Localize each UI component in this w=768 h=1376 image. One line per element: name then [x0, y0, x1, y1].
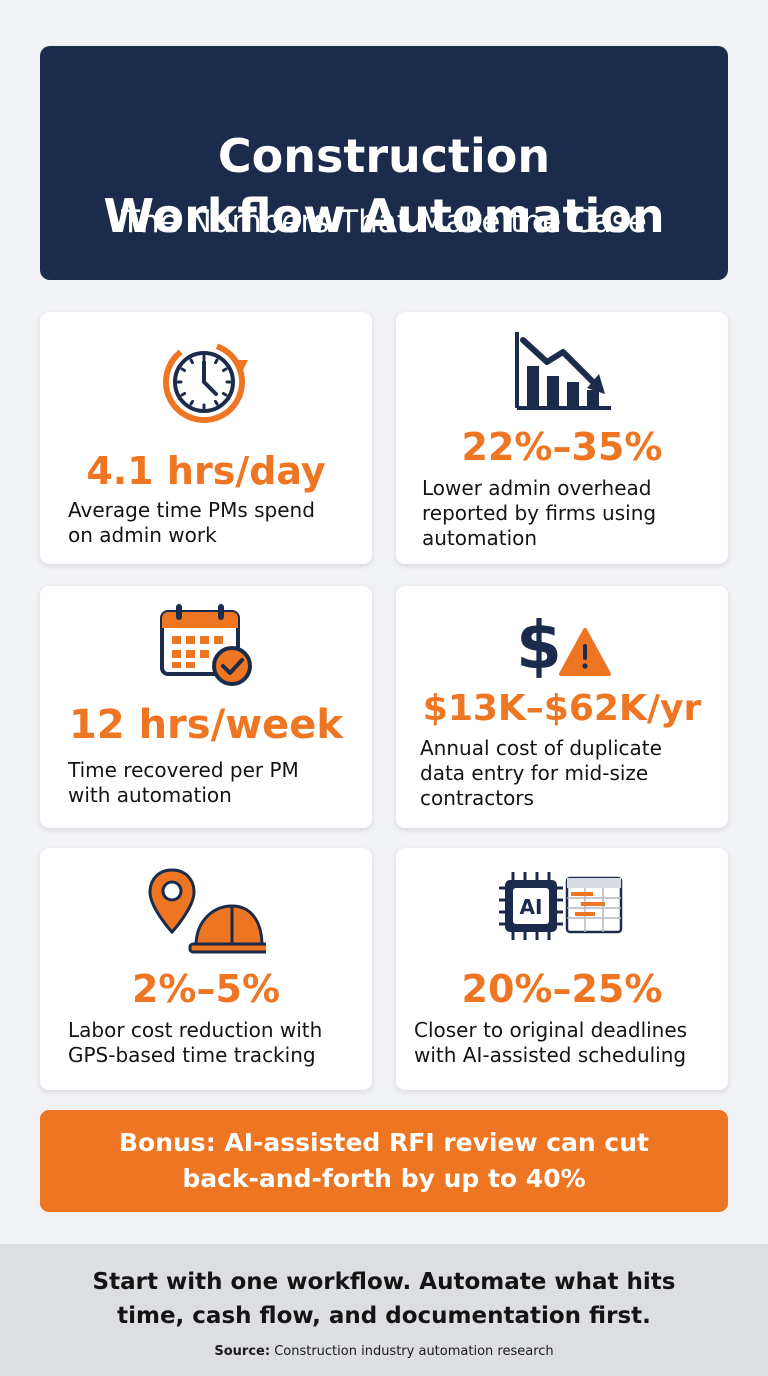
stat-description-line: with AI-assisted scheduling: [414, 1043, 687, 1067]
source-note: Source: Construction industry automation…: [0, 1344, 768, 1359]
stat-card-labor-cost: 2%–5% Labor cost reduction with GPS-base…: [40, 848, 372, 1090]
page-title-line2: Workflow Automation: [103, 189, 665, 243]
footer: Start with one workflow. Automate what h…: [0, 1244, 768, 1376]
stat-description: Time recovered per PM with automation: [68, 758, 299, 808]
stat-card-duplicate-entry-cost: $ $13K–$62K/yr Annual cost of duplicate …: [396, 586, 728, 828]
page-subtitle: The Numbers That Make the Case: [121, 204, 647, 240]
stat-description: Closer to original deadlines with AI-ass…: [414, 1018, 687, 1068]
header-banner: Construction Workflow Automation The Num…: [40, 46, 728, 280]
stat-description-line: Annual cost of duplicate: [420, 736, 662, 760]
stat-description: Average time PMs spend on admin work: [68, 498, 315, 548]
stat-value: 4.1 hrs/day: [86, 449, 326, 493]
stat-card-time-recovered: 12 hrs/week Time recovered per PM with a…: [40, 586, 372, 828]
location-hardhat-icon: [40, 866, 372, 956]
stat-value: $13K–$62K/yr: [422, 688, 702, 729]
source-text: Construction industry automation researc…: [274, 1344, 554, 1359]
stat-description: Annual cost of duplicate data entry for …: [420, 736, 662, 811]
clock-refresh-icon: [40, 330, 372, 430]
stat-description-line: Time recovered per PM: [68, 758, 299, 782]
stat-description-line: Labor cost reduction with: [68, 1018, 323, 1042]
stat-value: 2%–5%: [131, 967, 281, 1011]
stat-description-line: contractors: [420, 786, 534, 810]
stat-value: 20%–25%: [461, 967, 663, 1011]
stat-description-line: Average time PMs spend: [68, 498, 315, 522]
stat-description-line: GPS-based time tracking: [68, 1043, 316, 1067]
bonus-text-line: Bonus: AI-assisted RFI review can cut: [118, 1128, 650, 1157]
footer-tagline-line: Start with one workflow. Automate what h…: [92, 1269, 676, 1295]
stat-card-admin-overhead: 22%–35% Lower admin overhead reported by…: [396, 312, 728, 564]
ai-chip-schedule-icon: AI: [396, 870, 728, 942]
page-title-line1: Construction: [217, 129, 551, 183]
ai-chip-label: AI: [520, 895, 543, 919]
svg-text:$: $: [516, 607, 562, 682]
stat-description-line: Lower admin overhead: [422, 476, 652, 500]
stat-card-deadline-accuracy: AI 20%–25% Closer to original deadlines …: [396, 848, 728, 1090]
bonus-banner: Bonus: AI-assisted RFI review can cut ba…: [40, 1110, 728, 1212]
stat-card-admin-time: 4.1 hrs/day Average time PMs spend on ad…: [40, 312, 372, 564]
declining-bar-chart-icon: [396, 324, 728, 416]
stat-value: 22%–35%: [461, 425, 663, 469]
calendar-check-icon: [40, 600, 372, 690]
footer-tagline-line: time, cash flow, and documentation first…: [117, 1303, 651, 1329]
stat-description-line: with automation: [68, 783, 232, 807]
bonus-text-line: back-and-forth by up to 40%: [182, 1164, 586, 1193]
stat-description-line: automation: [422, 526, 538, 550]
stat-description-line: data entry for mid-size: [420, 761, 649, 785]
stat-description: Lower admin overhead reported by firms u…: [422, 476, 656, 551]
stat-description-line: on admin work: [68, 523, 217, 547]
dollar-warning-icon: $: [396, 602, 728, 682]
stat-description-line: reported by firms using: [422, 501, 657, 525]
stat-description: Labor cost reduction with GPS-based time…: [68, 1018, 322, 1068]
stat-value: 12 hrs/week: [68, 702, 344, 748]
stat-description-line: Closer to original deadlines: [414, 1018, 688, 1042]
source-label: Source:: [214, 1344, 271, 1359]
